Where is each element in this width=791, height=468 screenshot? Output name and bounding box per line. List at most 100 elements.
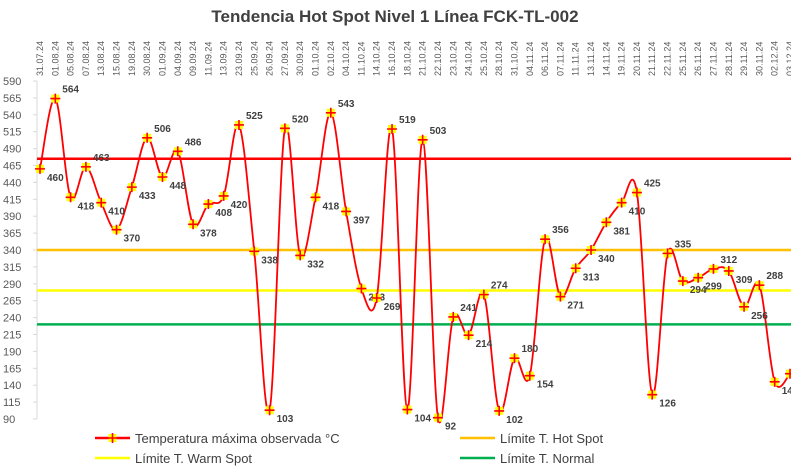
data-label: 313 (583, 272, 600, 283)
data-label: 410 (108, 207, 125, 218)
marker (723, 265, 734, 276)
x-tick-label: 04.09.24 (173, 41, 183, 76)
x-tick-label: 26.11.24 (693, 42, 703, 76)
data-label: 126 (659, 399, 676, 410)
x-tick-label: 14.11.24 (601, 42, 611, 76)
x-tick-label: 31.07.24 (35, 41, 45, 76)
marker (233, 119, 244, 130)
data-label: 299 (705, 282, 722, 293)
x-tick-label: 21.10.24 (418, 41, 428, 76)
y-tick-label: 240 (3, 313, 21, 325)
x-tick-label: 07.08.24 (81, 41, 91, 76)
x-tick-label: 07.11.24 (555, 42, 565, 76)
x-tick-label: 19.08.24 (127, 41, 137, 76)
marker (65, 192, 76, 203)
legend-label: Límite T. Hot Spot (500, 431, 603, 446)
data-label: 520 (292, 114, 309, 125)
marker (50, 93, 61, 104)
x-tick-label: 01.10.24 (311, 41, 321, 76)
x-tick-label: 30.11.24 (754, 42, 764, 76)
marker (524, 370, 535, 381)
marker (264, 405, 275, 416)
data-label: 309 (736, 275, 753, 286)
data-label: 418 (323, 201, 340, 212)
marker (647, 389, 658, 400)
marker (417, 134, 428, 145)
y-tick-label: 565 (3, 93, 21, 105)
marker (310, 192, 321, 203)
x-tick-label: 13.08.24 (96, 41, 106, 76)
y-tick-label: 465 (3, 161, 21, 173)
data-label: 408 (215, 208, 232, 219)
x-tick-label: 02.12.24 (770, 41, 780, 76)
data-label: 102 (506, 415, 523, 426)
data-label: 503 (430, 126, 447, 137)
y-tick-label: 265 (3, 296, 21, 308)
data-label: 433 (139, 191, 156, 202)
legend-marker (107, 433, 118, 443)
x-tick-label: 14.10.24 (372, 41, 382, 76)
x-tick-label: 01.08.24 (50, 41, 60, 76)
y-tick-label: 190 (3, 346, 21, 358)
marker (448, 311, 459, 322)
x-tick-label: 01.09.24 (157, 41, 167, 76)
x-tick-label: 05.08.24 (66, 41, 76, 76)
marker (218, 190, 229, 201)
marker (111, 224, 122, 235)
data-label: 378 (200, 228, 217, 239)
data-label: 564 (62, 85, 79, 96)
data-label: 381 (613, 226, 630, 237)
marker (494, 405, 505, 416)
data-label: 338 (261, 255, 278, 266)
y-tick-label: 515 (3, 127, 21, 139)
series-line (39, 97, 791, 423)
data-label: 335 (675, 239, 692, 250)
data-label: 180 (521, 344, 538, 355)
x-tick-label: 26.09.24 (265, 41, 275, 76)
marker (601, 217, 612, 228)
marker (739, 301, 750, 312)
data-label: 525 (246, 111, 263, 122)
x-tick-label: 25.09.24 (249, 41, 259, 76)
x-tick-label: 04.11.24 (525, 42, 535, 76)
data-label: 519 (399, 115, 416, 126)
marker (341, 206, 352, 217)
x-tick-label: 13.09.24 (219, 41, 229, 76)
y-tick-label: 590 (3, 76, 21, 88)
x-tick-label: 28.10.24 (494, 41, 504, 76)
x-tick-label: 25.11.24 (678, 42, 688, 76)
marker (677, 276, 688, 287)
data-label: 418 (78, 201, 95, 212)
y-tick-label: 315 (3, 262, 21, 274)
data-label: 448 (169, 181, 186, 192)
marker (188, 219, 199, 230)
x-tick-label: 23.10.24 (448, 41, 458, 76)
marker (356, 283, 367, 294)
data-label: 104 (414, 414, 431, 425)
marker (387, 123, 398, 134)
y-tick-label: 490 (3, 144, 21, 156)
marker (555, 291, 566, 302)
marker (693, 272, 704, 283)
x-tick-label: 06.11.24 (540, 42, 550, 76)
data-label: 294 (690, 285, 707, 296)
data-label: 288 (766, 271, 783, 282)
x-tick-label: 30.08.24 (142, 41, 152, 76)
legend-label: Temperatura máxima observada °C (135, 431, 340, 446)
data-label: 410 (629, 207, 646, 218)
x-tick-label: 03.12.24 (785, 41, 791, 76)
y-tick-label: 390 (3, 211, 21, 223)
marker (754, 280, 765, 291)
data-label: 154 (537, 380, 554, 391)
marker (142, 132, 153, 143)
marker (295, 250, 306, 261)
data-label: 274 (491, 281, 508, 292)
data-label: 214 (476, 339, 493, 350)
chart-title: Tendencia Hot Spot Nivel 1 Línea FCK-TL-… (211, 7, 578, 26)
data-label: 460 (47, 173, 64, 184)
data-label: 271 (567, 301, 584, 312)
y-tick-label: 415 (3, 194, 21, 206)
y-tick-label: 540 (3, 110, 21, 122)
data-label: 425 (644, 179, 661, 190)
data-label: 312 (720, 255, 737, 266)
